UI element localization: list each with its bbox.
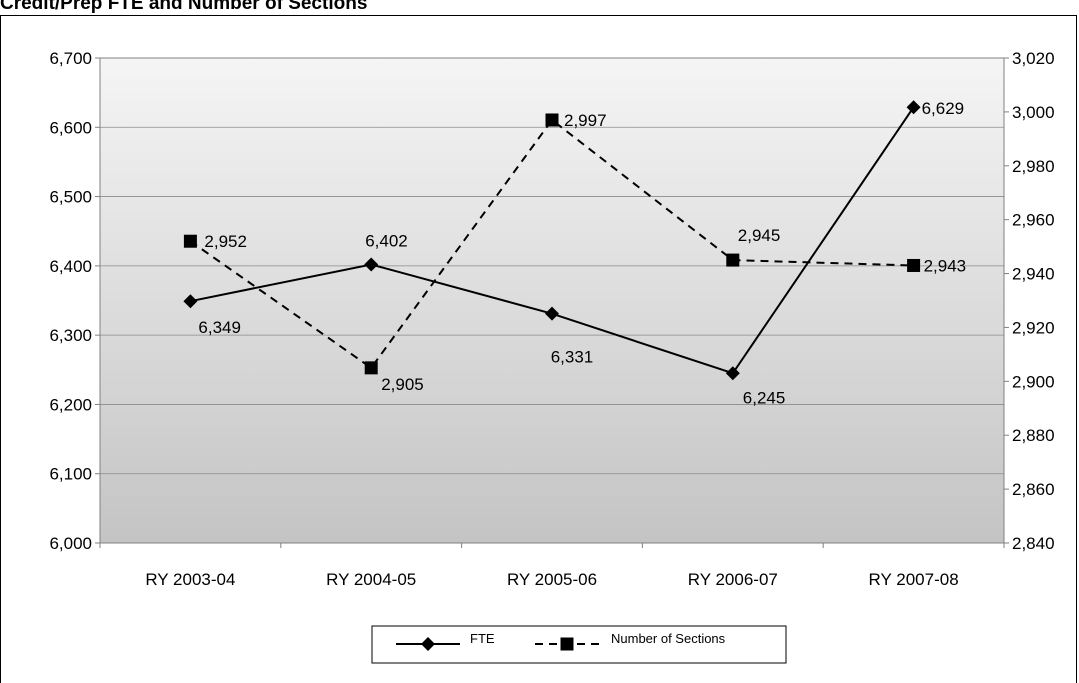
series-sections: 2,952 2,905 2,997 2,945 2,943 <box>183 111 967 394</box>
right-tick-label: 2,880 <box>1012 426 1055 445</box>
series-line <box>189 118 914 370</box>
right-axis: 2,840 2,860 2,880 2,900 2,920 2,940 2,960 2,980… <box>1004 49 1055 553</box>
diamond-marker <box>364 257 379 272</box>
series-fte: 6,349 6,402 6,331 6,245 6,629 <box>183 99 964 407</box>
right-tick-label: 2,960 <box>1012 211 1055 230</box>
left-tick-label: 6,700 <box>49 49 92 68</box>
square-marker <box>183 234 197 248</box>
data-label: 2,943 <box>924 256 967 275</box>
left-tick-label: 6,200 <box>49 395 92 414</box>
series-layer: 6,349 6,402 6,331 6,245 6,629 2,952 2,905 2,997… <box>183 99 966 407</box>
legend: FTE Number of Sections <box>371 625 787 664</box>
right-tick-label: 2,980 <box>1012 157 1055 176</box>
legend-diamond-marker <box>421 637 435 651</box>
chart-title: Credit/Prep FTE and Number of Sections <box>0 0 368 14</box>
left-tick-label: 6,000 <box>49 534 92 553</box>
left-axis: 6,000 6,100 6,200 6,300 6,400 6,500 6,600 6,700 <box>49 49 100 553</box>
data-label: 2,905 <box>381 375 424 394</box>
square-marker <box>545 113 559 127</box>
data-label: 6,245 <box>743 388 786 407</box>
left-tick-label: 6,300 <box>49 326 92 345</box>
plot-area <box>99 57 1005 544</box>
diamond-marker <box>183 294 198 309</box>
data-label: 6,402 <box>365 231 408 250</box>
x-tick-label: RY 2006-07 <box>688 570 778 589</box>
data-label: 6,331 <box>551 348 594 367</box>
data-label: 6,349 <box>198 318 241 337</box>
legend-label-sections: Number of Sections <box>611 631 726 646</box>
data-label: 2,997 <box>564 111 607 130</box>
left-tick-label: 6,100 <box>49 465 92 484</box>
right-tick-label: 2,920 <box>1012 318 1055 337</box>
gridlines <box>100 126 1004 475</box>
x-axis: RY 2003-04 RY 2004-05 RY 2005-06 RY 2006-07… <box>99 543 1005 589</box>
diamond-marker <box>725 366 740 381</box>
legend-square-marker <box>560 637 574 651</box>
data-label: 2,945 <box>738 226 781 245</box>
x-tick-label: RY 2003-04 <box>145 570 235 589</box>
left-tick-label: 6,500 <box>49 188 92 207</box>
diamond-marker <box>906 100 921 115</box>
left-tick-label: 6,400 <box>49 257 92 276</box>
square-marker <box>364 361 378 375</box>
right-tick-label: 2,940 <box>1012 265 1055 284</box>
data-label: 6,629 <box>922 99 965 118</box>
right-tick-label: 3,020 <box>1012 49 1055 68</box>
left-tick-label: 6,600 <box>49 118 92 137</box>
square-marker <box>726 253 740 267</box>
chart-frame <box>0 15 1077 683</box>
x-tick-label: RY 2007-08 <box>869 570 959 589</box>
legend-label-fte: FTE <box>470 631 495 646</box>
axes <box>99 58 1005 544</box>
diamond-marker <box>545 306 559 321</box>
right-tick-label: 3,000 <box>1012 103 1055 122</box>
x-tick-label: RY 2005-06 <box>507 570 597 589</box>
right-tick-label: 2,900 <box>1012 372 1055 391</box>
square-marker <box>907 258 921 272</box>
x-tick-label: RY 2004-05 <box>326 570 416 589</box>
data-label: 2,952 <box>204 232 247 251</box>
right-tick-label: 2,860 <box>1012 480 1055 499</box>
right-tick-label: 2,840 <box>1012 534 1055 553</box>
